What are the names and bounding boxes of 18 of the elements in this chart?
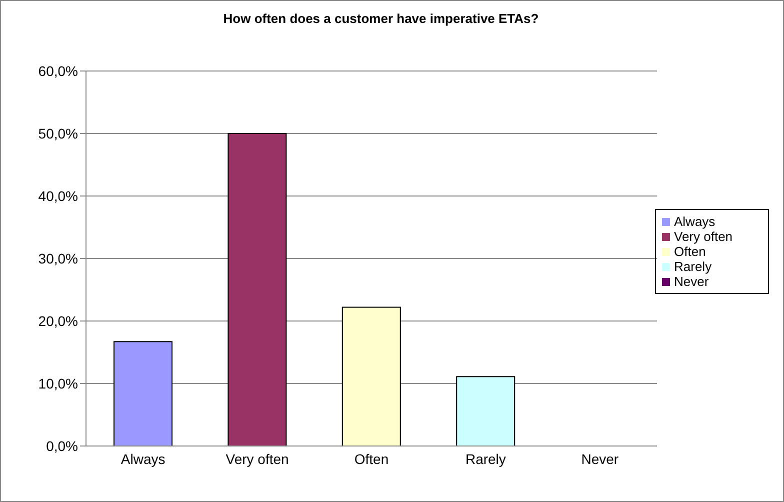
- y-tick-label: 60,0%: [38, 62, 78, 79]
- legend-label: Never: [674, 274, 709, 288]
- y-tick-label: 10,0%: [38, 375, 78, 392]
- x-tick-label: Often: [354, 450, 389, 467]
- x-tick-label: Rarely: [465, 450, 506, 467]
- y-tick-label: 0,0%: [46, 438, 78, 454]
- legend-label: Often: [674, 244, 706, 258]
- legend-label: Rarely: [674, 258, 712, 274]
- y-tick-label: 40,0%: [38, 188, 78, 204]
- x-tick-label: Always: [120, 450, 166, 467]
- x-tick-label: Never: [581, 450, 619, 467]
- x-tick-label: Very often: [226, 450, 289, 467]
- y-tick-label: 20,0%: [38, 312, 78, 329]
- legend-label: Always: [674, 214, 716, 228]
- chart-title: How often does a customer have imperative ETAs?: [222, 11, 540, 26]
- y-tick-label: 50,0%: [38, 125, 78, 142]
- legend-label: Very often: [674, 228, 733, 244]
- y-tick-label: 30,0%: [38, 250, 78, 266]
